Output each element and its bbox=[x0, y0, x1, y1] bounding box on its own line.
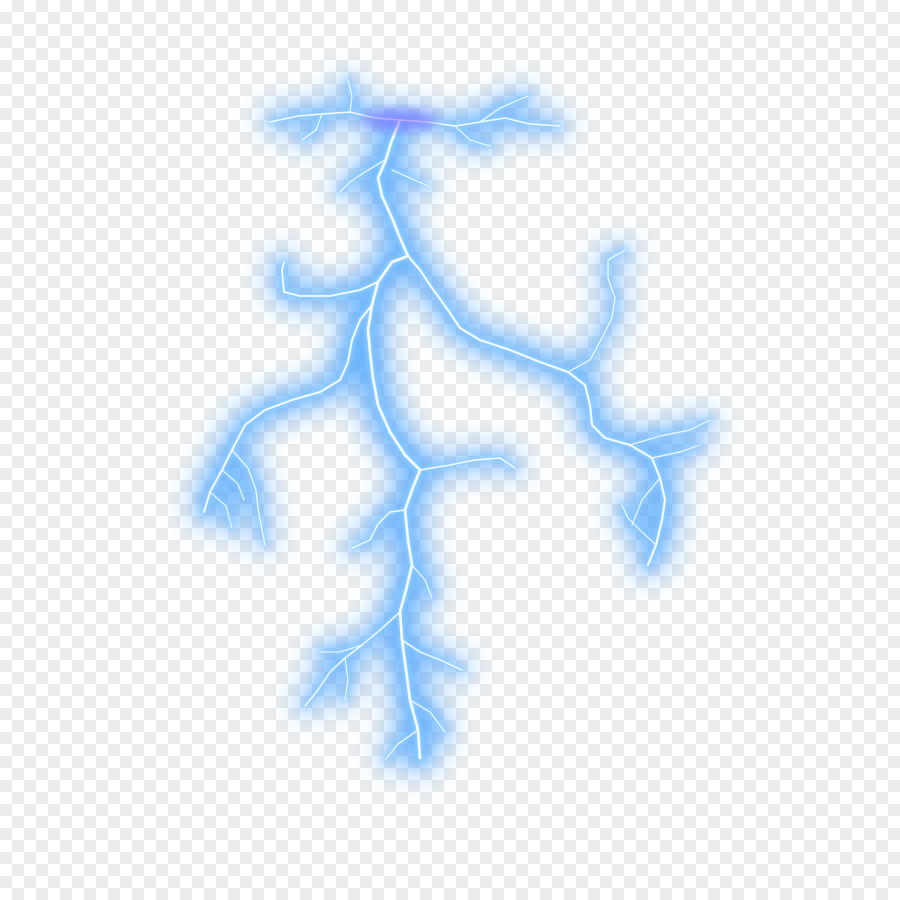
bolt-bottom-right-core bbox=[401, 639, 463, 671]
bolt-left-sub1-core bbox=[231, 449, 266, 546]
bolt-trunk-core bbox=[366, 118, 422, 760]
bolt-bottom-right2-core bbox=[384, 699, 446, 761]
bolt-top-small-core bbox=[339, 159, 429, 193]
bolt-left-sub2-core bbox=[209, 469, 245, 529]
bolt-right-sub-core bbox=[629, 419, 711, 459]
bolt-mid-right-core bbox=[419, 457, 516, 471]
bolt-top-right-up-core bbox=[454, 95, 529, 147]
bolt-left-branch-core bbox=[281, 261, 379, 297]
bolt-right-low-core bbox=[621, 477, 661, 546]
lightning-inner-glow bbox=[201, 78, 712, 762]
bolt-mid-left-core bbox=[351, 509, 406, 549]
bolt-top-left-up-core bbox=[301, 79, 353, 141]
violet-tint bbox=[362, 110, 438, 130]
bolt-mid-left2-core bbox=[411, 564, 433, 599]
bolt-right-up-core bbox=[567, 249, 626, 373]
lightning-core bbox=[203, 79, 711, 761]
bolt-bottom-left2-core bbox=[319, 644, 363, 701]
lightning-outer-glow bbox=[194, 74, 716, 772]
lightning-mid-glow bbox=[199, 77, 713, 764]
bolt-right-branch-core bbox=[406, 254, 667, 567]
